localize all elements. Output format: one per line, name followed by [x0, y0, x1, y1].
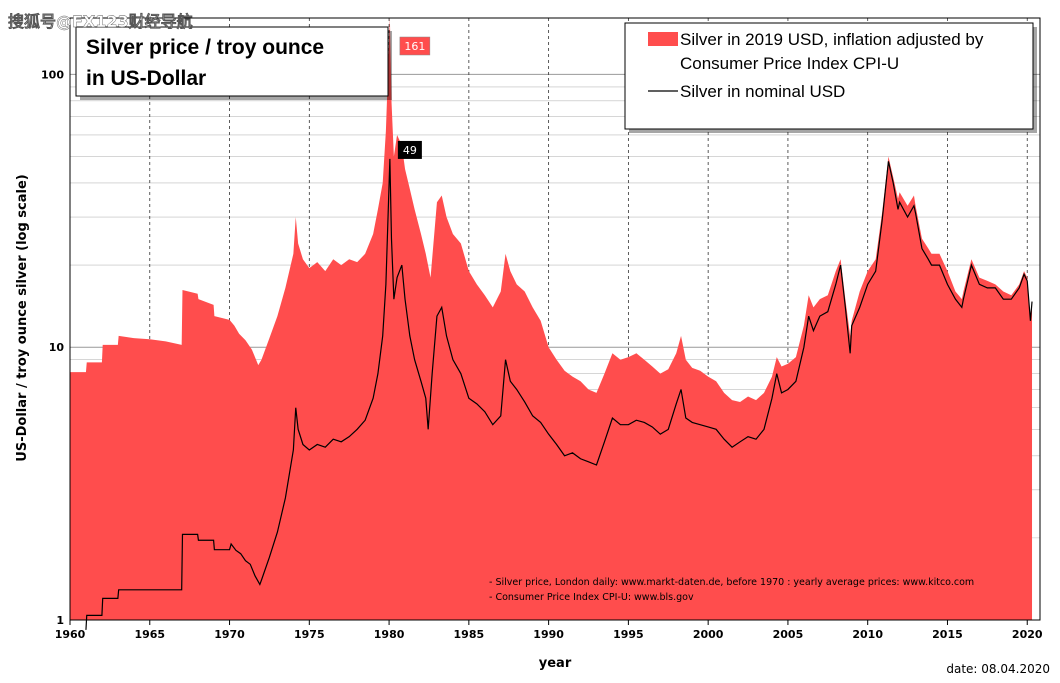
x-tick-label: 2000 [693, 628, 724, 641]
y-axis-ticks: 1 10 100 [41, 68, 64, 627]
x-tick-label: 1980 [374, 628, 405, 641]
y-tick-label: 10 [49, 341, 65, 354]
legend-label-real-2: Consumer Price Index CPI-U [680, 54, 899, 73]
x-tick-label: 1970 [214, 628, 245, 641]
chart-title-line-1: Silver price / troy ounce [86, 36, 324, 59]
legend-swatch-real [648, 32, 678, 46]
y-axis-title: US-Dollar / troy ounce silver (log scale… [15, 174, 30, 461]
x-tick-label: 1995 [613, 628, 644, 641]
watermark: 搜狐号@FX123财经导航 [8, 12, 193, 31]
x-tick-label: 2010 [852, 628, 883, 641]
y-tick-label: 1 [56, 614, 64, 627]
plot-frame [69, 17, 1041, 621]
x-tick-label: 1960 [55, 628, 86, 641]
legend-label-real-1: Silver in 2019 USD, inflation adjusted b… [680, 30, 984, 49]
source-note-2: - Consumer Price Index CPI-U: www.bls.go… [489, 592, 694, 603]
x-tick-label: 2005 [773, 628, 804, 641]
real-price-area [70, 18, 1033, 620]
legend-label-nominal: Silver in nominal USD [680, 82, 845, 101]
peak-badge-nominal [397, 140, 422, 159]
date-label: date: 08.04.2020 [946, 662, 1050, 676]
legend: Silver in 2019 USD, inflation adjusted b… [624, 22, 1037, 133]
peak-label-real: 161 [404, 40, 425, 53]
nominal-price-line [85, 158, 1033, 630]
x-tick-label: 2015 [932, 628, 963, 641]
x-axis-title: year [539, 656, 572, 671]
x-tick-label: 1975 [294, 628, 325, 641]
source-note-1: - Silver price, London daily: www.markt-… [489, 577, 974, 588]
y-tick-label: 100 [41, 68, 64, 81]
peak-badge-real [399, 36, 431, 56]
x-tick-label: 1965 [134, 628, 165, 641]
x-tick-label: 1985 [454, 628, 485, 641]
x-axis-ticks: 1960 1965 1970 1975 1980 1985 1990 1995 2000 2005… [55, 620, 1043, 641]
x-tick-label: 2020 [1012, 628, 1043, 641]
chart-title-line-2: in US-Dollar [86, 67, 206, 90]
title-box: Silver price / troy ounce in US-Dollar [75, 26, 392, 100]
peak-label-nominal: 49 [403, 144, 417, 157]
peak-annotations: 161 49 [397, 36, 431, 159]
x-tick-label: 1990 [533, 628, 564, 641]
